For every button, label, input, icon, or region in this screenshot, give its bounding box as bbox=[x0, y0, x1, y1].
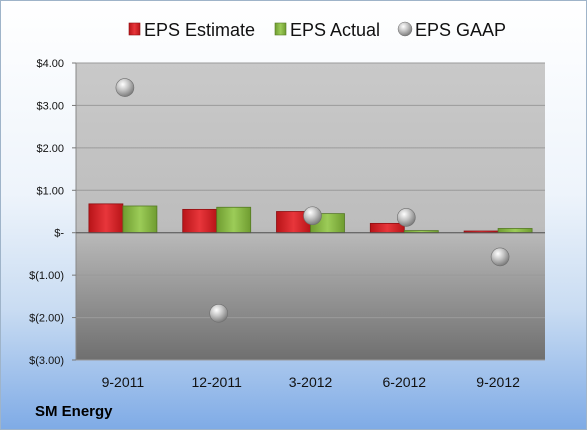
y-tick-label: $(1.00) bbox=[29, 270, 64, 282]
eps-gaap-point bbox=[490, 247, 510, 267]
legend-gaap-label: EPS GAAP bbox=[415, 20, 506, 40]
x-category-label: 3-2012 bbox=[289, 374, 333, 390]
eps-estimate-bar bbox=[88, 203, 124, 234]
eps-gaap-point bbox=[115, 78, 135, 97]
legend-gaap-swatch bbox=[397, 21, 413, 37]
eps-gaap-point bbox=[303, 206, 322, 226]
x-category-label: 6-2012 bbox=[383, 374, 427, 390]
eps-actual-bar bbox=[122, 205, 158, 234]
legend-estimate-label: EPS Estimate bbox=[144, 20, 255, 40]
eps-estimate-bar bbox=[369, 222, 405, 234]
eps-gaap-point bbox=[396, 208, 416, 227]
y-tick-label: $4.00 bbox=[36, 58, 64, 70]
company-label: SM Energy bbox=[35, 403, 113, 420]
y-tick-label: $3.00 bbox=[36, 100, 64, 112]
legend-estimate-swatch bbox=[128, 22, 141, 36]
x-category-label: 12-2011 bbox=[192, 374, 243, 390]
x-category-label: 9-2012 bbox=[476, 374, 520, 390]
y-axis-ticks: $4.00 $3.00 $2.00 $1.00 $- $(1.00) $(2.00) $(3.… bbox=[29, 58, 76, 367]
eps-estimate-bar bbox=[182, 208, 218, 234]
y-tick-label: $(2.00) bbox=[29, 313, 64, 325]
x-category-label: 9-2011 bbox=[102, 374, 145, 390]
y-tick-label: $1.00 bbox=[36, 185, 64, 197]
y-tick-label: $(3.00) bbox=[29, 355, 64, 367]
x-axis-labels: 9-2011 12-2011 3-2012 6-2012 9-2012 bbox=[102, 374, 520, 390]
eps-actual-bar bbox=[216, 206, 252, 234]
y-tick-label: $2.00 bbox=[36, 143, 64, 155]
eps-actual-bar bbox=[497, 228, 533, 234]
y-tick-label: $- bbox=[54, 228, 64, 240]
gaap-points bbox=[115, 78, 510, 323]
legend: EPS Estimate EPS Actual EPS GAAP bbox=[128, 20, 506, 40]
eps-gaap-point bbox=[209, 304, 228, 323]
legend-actual-label: EPS Actual bbox=[290, 20, 380, 40]
gridlines bbox=[76, 62, 545, 361]
legend-actual-swatch bbox=[274, 22, 287, 36]
